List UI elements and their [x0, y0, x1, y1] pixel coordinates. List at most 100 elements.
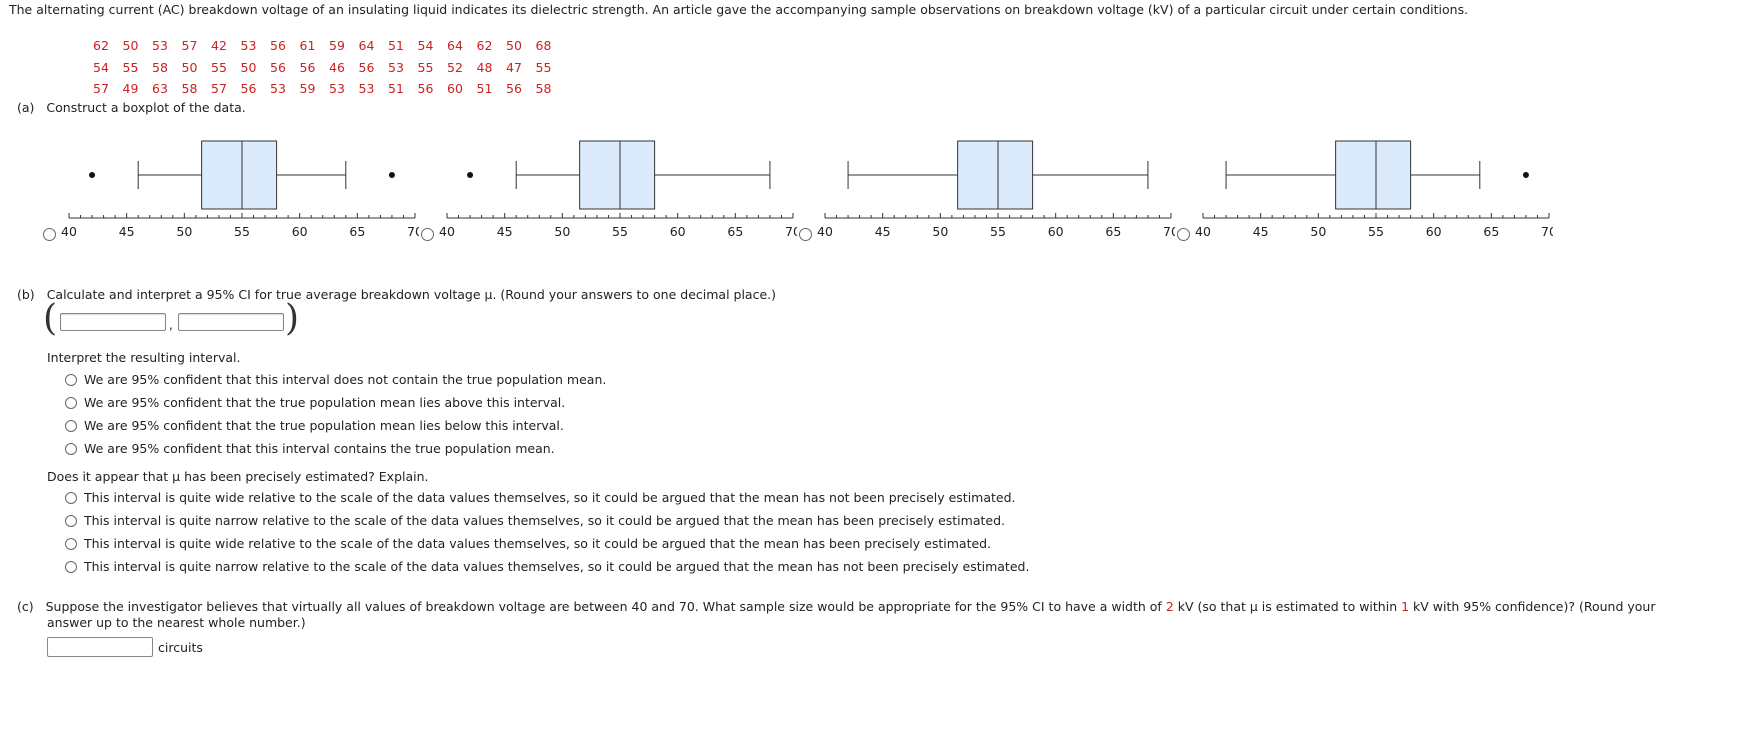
data-cell: 56	[358, 59, 375, 75]
interpret-radio-4[interactable]	[65, 442, 77, 455]
boxplot-radio-2[interactable]	[421, 228, 434, 241]
data-cell: 60	[447, 81, 463, 97]
tick-label: 55	[1368, 224, 1384, 239]
outlier-point	[1522, 172, 1529, 178]
tick-label: 45	[119, 224, 135, 239]
data-cell: 53	[270, 81, 286, 97]
tick-label: 50	[1310, 224, 1326, 239]
interpret-radio-3[interactable]	[65, 419, 77, 432]
data-cell: 50	[122, 38, 139, 54]
box-iqr	[1335, 140, 1412, 210]
interpret-radio-1[interactable]	[65, 373, 77, 386]
boxplot-option-2: 40 45 50 55 60 65 70	[439, 140, 797, 239]
precise-radio-2[interactable]	[65, 514, 77, 527]
outlier-point	[388, 172, 395, 178]
part-c-text-4: answer up to the nearest whole number.)	[47, 615, 306, 630]
tick-label: 70	[407, 224, 419, 239]
tick-label: 65	[727, 224, 743, 239]
interpret-option-2[interactable]: We are 95% confident that the true popul…	[65, 395, 565, 410]
data-cell: 62	[476, 38, 493, 54]
interpret-option-4[interactable]: We are 95% confident that this interval …	[65, 441, 555, 456]
interpret-prompt: Interpret the resulting interval.	[47, 350, 241, 365]
data-cell: 56	[506, 81, 522, 97]
data-cell: 59	[299, 81, 316, 97]
ci-lower-input[interactable]	[60, 313, 166, 331]
data-cell: 59	[329, 38, 345, 54]
part-c-text-1: Suppose the investigator believes that v…	[45, 599, 1162, 614]
data-cell: 63	[152, 81, 168, 97]
part-b-text: Calculate and interpret a 95% CI for tru…	[46, 287, 777, 302]
tick-label: 50	[554, 224, 570, 239]
boxplot-option-3: 40 45 50 55 60 65 70	[817, 140, 1175, 239]
data-cell: 55	[417, 59, 434, 75]
width-value: 2	[1165, 599, 1174, 614]
interpret-option-3[interactable]: We are 95% confident that the true popul…	[65, 418, 564, 433]
data-cell: 53	[152, 38, 168, 54]
part-a-label: (a)	[17, 100, 35, 115]
data-cell: 51	[388, 38, 404, 54]
data-cell: 61	[299, 38, 316, 54]
data-cell: 56	[417, 81, 434, 97]
tick-label: 65	[1105, 224, 1121, 239]
boxplot-radio-3[interactable]	[799, 228, 812, 241]
within-value: 1	[1401, 599, 1410, 614]
box-iqr	[957, 140, 1034, 210]
interpret-radio-2[interactable]	[65, 396, 77, 409]
boxplot-radio-4[interactable]	[1177, 228, 1190, 241]
boxplot-option-4: 40 45 50 55 60 65 70	[1195, 140, 1553, 239]
precise-option-3[interactable]: This interval is quite wide relative to …	[65, 536, 991, 551]
outlier-point	[89, 172, 96, 178]
ci-open-paren: (	[43, 298, 58, 339]
part-b-label: (b)	[17, 287, 35, 302]
data-table: 62 50 53 57 42 53 56 61 59 64 51 54 64 62 50 68 54 55 58 50…	[93, 35, 565, 100]
precise-option-label: This interval is quite narrow relative t…	[84, 513, 1005, 528]
interpret-option-1[interactable]: We are 95% confident that this interval …	[65, 372, 606, 387]
part-c-text-2: kV (so that μ is estimated to within	[1177, 599, 1398, 614]
data-cell: 55	[211, 59, 227, 75]
ci-close-paren: )	[285, 298, 300, 339]
problem-intro: The alternating current (AC) breakdown v…	[9, 2, 1469, 17]
data-cell: 64	[447, 38, 463, 54]
part-c-label: (c)	[17, 599, 34, 614]
precise-radio-4[interactable]	[65, 560, 77, 573]
data-cell: 57	[93, 81, 109, 97]
data-row: 54 55 58 50 55 50 56 56 46 56 53 55 52 48 47 55	[93, 57, 565, 79]
data-cell: 54	[93, 59, 109, 75]
box-iqr	[201, 140, 278, 210]
data-cell: 50	[240, 59, 257, 75]
tick-label: 65	[1483, 224, 1499, 239]
part-b-heading: (b) Calculate and interpret a 95% CI for…	[17, 287, 776, 302]
precise-prompt: Does it appear that μ has been precisely…	[47, 469, 429, 484]
precise-radio-1[interactable]	[65, 491, 77, 504]
boxplot-radio-1[interactable]	[43, 228, 56, 241]
precise-option-2[interactable]: This interval is quite narrow relative t…	[65, 513, 1005, 528]
precise-option-1[interactable]: This interval is quite wide relative to …	[65, 490, 1016, 505]
data-cell: 68	[535, 38, 552, 54]
outlier-point	[467, 172, 474, 178]
tick-label: 50	[932, 224, 948, 239]
sample-size-input[interactable]	[47, 637, 153, 657]
tick-label: 55	[612, 224, 628, 239]
data-cell: 64	[358, 38, 375, 54]
precise-radio-3[interactable]	[65, 537, 77, 550]
data-cell: 53	[358, 81, 375, 97]
data-cell: 46	[329, 59, 345, 75]
tick-label: 60	[1426, 224, 1442, 239]
tick-label: 55	[990, 224, 1006, 239]
precise-option-4[interactable]: This interval is quite narrow relative t…	[65, 559, 1029, 574]
tick-label: 50	[176, 224, 192, 239]
precise-option-label: This interval is quite narrow relative t…	[84, 559, 1030, 574]
data-row: 62 50 53 57 42 53 56 61 59 64 51 54 64 62 50 68	[93, 35, 565, 57]
tick-label: 40	[61, 224, 77, 239]
tick-label: 60	[1048, 224, 1064, 239]
tick-label: 60	[670, 224, 686, 239]
data-cell: 49	[122, 81, 139, 97]
ci-upper-input[interactable]	[178, 313, 284, 331]
part-c-heading: (c) Suppose the investigator believes th…	[17, 599, 1655, 614]
precise-option-label: This interval is quite wide relative to …	[84, 490, 1016, 505]
data-cell: 54	[417, 38, 434, 54]
data-cell: 55	[535, 59, 552, 75]
data-cell: 52	[447, 59, 463, 75]
data-cell: 56	[270, 38, 286, 54]
boxplot-option-1: 40 45 50 55 60 65 70	[61, 140, 419, 239]
